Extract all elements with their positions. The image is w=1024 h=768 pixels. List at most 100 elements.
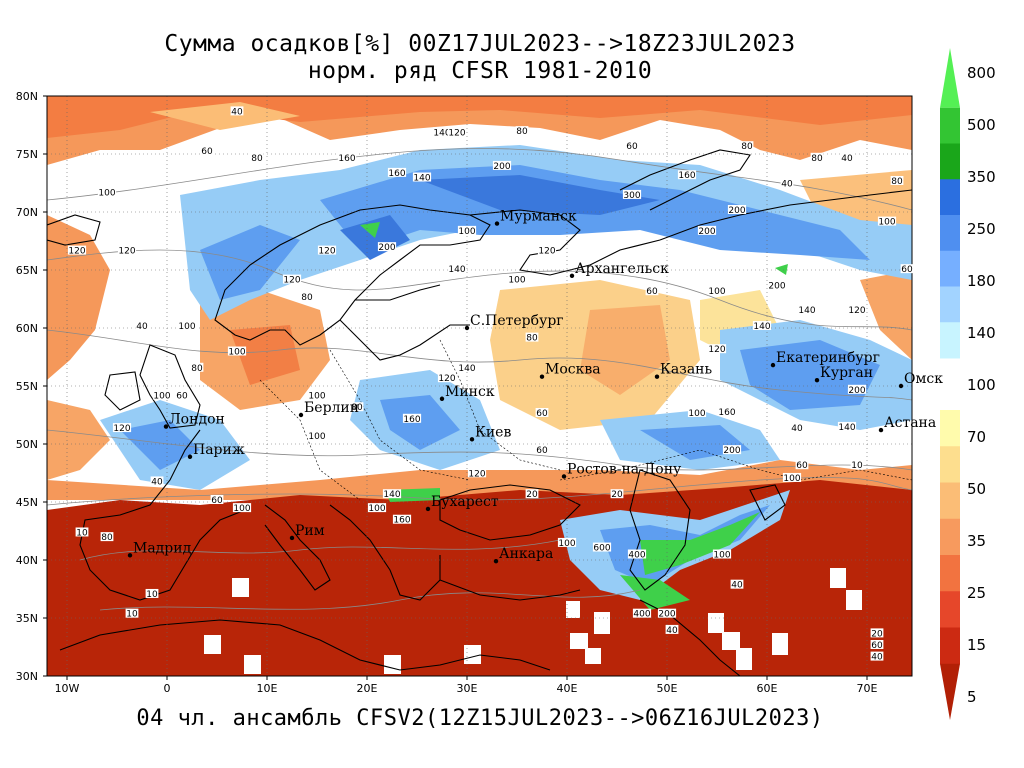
contour-value-label: 100: [153, 392, 170, 402]
city-label: Рим: [295, 523, 325, 539]
contour-label-bg: [507, 274, 527, 284]
contour-label-bg: [890, 176, 904, 185]
contour-value-label: 80: [891, 177, 903, 187]
legend-label: 800: [967, 64, 996, 82]
contour-label-bg: [837, 421, 857, 431]
contour-label-bg: [382, 489, 402, 499]
contour-value-label: 200: [768, 281, 785, 291]
contour-value-label: 160: [403, 415, 420, 425]
contour-value-label: 80: [351, 403, 363, 413]
contour-label-bg: [152, 390, 172, 400]
city-label: Париж: [193, 442, 245, 458]
contour-value-label: 600: [593, 544, 610, 554]
contour-value-label: 200: [723, 446, 740, 456]
longitude-label: 10E: [257, 682, 278, 695]
legend-label: 250: [967, 220, 996, 238]
contour-label-bg: [250, 152, 264, 162]
contour-value-label: 100: [368, 504, 385, 514]
contour-label-bg: [392, 514, 412, 524]
contour-label-bg: [657, 608, 677, 618]
city-marker: [539, 374, 545, 379]
contour-label-bg: [790, 423, 804, 433]
legend-swatch: [940, 482, 960, 520]
contour-label-bg: [492, 160, 512, 170]
contour-label-bg: [177, 321, 197, 330]
city-label: Бухарест: [431, 494, 499, 510]
city-marker: [770, 362, 776, 368]
country-borders: [259, 339, 912, 501]
city-label: Минск: [445, 384, 495, 400]
latitude-label: 45N: [16, 496, 38, 509]
city-label: Анкара: [499, 546, 553, 562]
atlantic-dry-zone: [47, 215, 110, 380]
latitude-label: 55N: [16, 380, 38, 393]
contour-label-bg: [412, 172, 432, 182]
contour-value-label: 20: [526, 490, 538, 500]
contour-value-label: 100: [783, 474, 800, 484]
contour-label-bg: [200, 145, 214, 155]
legend-swatch: [940, 591, 960, 628]
legend-label: 50: [967, 480, 986, 498]
contour-value-label: 100: [688, 409, 705, 419]
contour-value-label: 60: [176, 392, 188, 402]
contour-label-bg: [752, 321, 772, 330]
contour-label-bg: [190, 362, 204, 372]
contour-label-bg: [67, 245, 87, 255]
contour-value-label: 60: [536, 409, 548, 419]
contour-label-bg: [437, 373, 457, 383]
longitude-label: 20E: [357, 682, 378, 695]
longitude-label: 0: [164, 682, 171, 695]
contour-label-bg: [317, 245, 337, 255]
legend-swatch: [940, 179, 960, 216]
contour-value-label: 80: [811, 154, 823, 164]
contour-value-label: 10: [126, 610, 138, 620]
ensemble-caption: 04 чл. ансамбль CFSV2(12Z15JUL2023-->06Z…: [136, 706, 824, 731]
contour-value-label: 100: [508, 276, 525, 286]
legend-swatch: [940, 48, 960, 108]
city-marker: [493, 558, 499, 564]
contour-label-bg: [367, 503, 387, 513]
contour-label-bg: [727, 205, 747, 214]
city-marker: [469, 437, 475, 442]
latitude-label: 65N: [16, 264, 38, 277]
contour-label-bg: [840, 152, 854, 162]
latitude-label: 35N: [16, 612, 38, 625]
contour-label-bg: [100, 532, 114, 542]
contour-value-label: 200: [493, 162, 510, 172]
contour-value-label: 120: [118, 247, 135, 257]
contour-value-label: 10: [76, 528, 88, 538]
contour-label-bg: [877, 216, 897, 226]
legend-label: 35: [967, 532, 986, 550]
contour-label-bg: [535, 445, 549, 455]
contour-value-label: 100: [708, 287, 725, 297]
contour-value-label: 80: [516, 127, 528, 137]
contour-label-bg: [402, 413, 422, 423]
city-marker: [187, 454, 193, 459]
contour-value-label: 60: [646, 287, 658, 297]
contour-value-label: 80: [301, 293, 313, 303]
city-marker: [814, 378, 820, 383]
city-label: Архангельск: [575, 261, 669, 277]
contour-value-label: 160: [388, 169, 405, 179]
contour-value-label: 200: [728, 206, 745, 216]
city-marker: [569, 273, 575, 278]
contour-value-label: 100: [98, 189, 115, 199]
contour-value-label: 200: [658, 610, 675, 620]
legend-label: 140: [967, 324, 996, 342]
contour-label-bg: [712, 549, 732, 559]
contour-label-bg: [782, 472, 802, 482]
contour-value-label: 100: [713, 551, 730, 561]
latitude-label: 75N: [16, 148, 38, 161]
contour-value-label: 40: [666, 626, 678, 636]
longitude-label: 40E: [557, 682, 578, 695]
contour-value-label: 400: [628, 551, 645, 561]
city-label: Лондон: [169, 412, 225, 428]
contour-value-label: 60: [201, 147, 213, 157]
contour-label-bg: [467, 468, 487, 478]
contour-label-bg: [135, 321, 149, 330]
contour-label-bg: [610, 489, 624, 499]
contour-value-label: 80: [191, 364, 203, 374]
contour-label-bg: [847, 304, 867, 314]
contour-value-label: 40: [871, 653, 883, 663]
contour-value-label: 160: [718, 408, 735, 418]
